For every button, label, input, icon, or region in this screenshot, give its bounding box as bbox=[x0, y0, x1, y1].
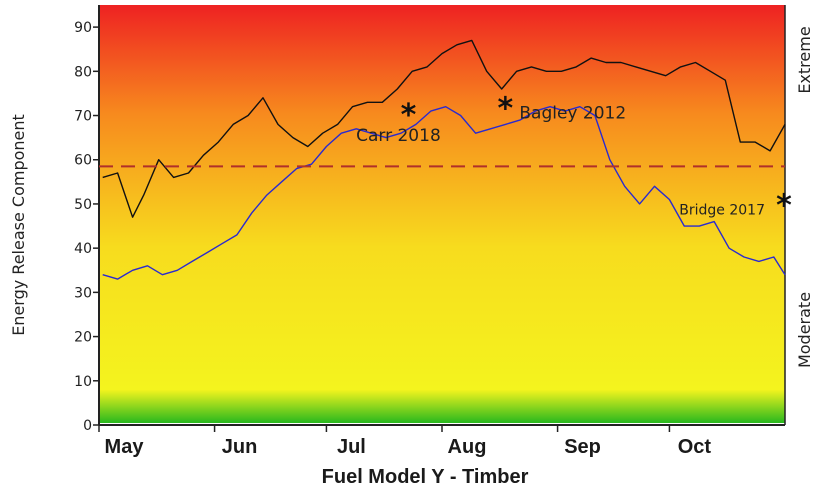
annotation-marker: * bbox=[401, 98, 417, 133]
right-label-moderate: Moderate bbox=[795, 292, 814, 368]
x-ticks: May Jun Jul Aug Sep Oct bbox=[98, 425, 712, 458]
y-tick-label: 10 bbox=[74, 374, 92, 390]
y-tick-label: 50 bbox=[74, 197, 92, 213]
series-lines bbox=[102, 39, 786, 280]
annotation-marker: * bbox=[498, 91, 514, 126]
month-label: Sep bbox=[564, 436, 601, 458]
y-tick-label: 20 bbox=[74, 330, 92, 346]
month-label: Oct bbox=[678, 436, 712, 458]
y-tick-label: 0 bbox=[83, 418, 92, 434]
series-line-1 bbox=[102, 39, 786, 218]
y-axis-title: Energy Release Component bbox=[9, 114, 28, 336]
month-label: Aug bbox=[448, 436, 487, 458]
y-tick-label: 30 bbox=[74, 285, 92, 301]
month-label: Jun bbox=[222, 436, 258, 458]
annotation-label: Bagley 2012 bbox=[519, 103, 626, 123]
annotation-marker: * bbox=[776, 189, 792, 224]
y-tick-label: 40 bbox=[74, 241, 92, 257]
month-label: Jul bbox=[337, 436, 366, 458]
series-line-2 bbox=[102, 105, 786, 280]
y-tick-label: 80 bbox=[74, 64, 92, 80]
annotations: *Carr 2018* Bagley 2012*Bridge 2017 bbox=[356, 91, 792, 223]
y-tick-label: 70 bbox=[74, 109, 92, 125]
plot-background bbox=[99, 5, 785, 423]
y-tick-label: 60 bbox=[74, 153, 92, 169]
y-ticks: 0 10 20 30 40 50 60 70 80 90 bbox=[74, 20, 99, 434]
x-axis-title: Fuel Model Y - Timber bbox=[322, 466, 529, 488]
month-label: May bbox=[105, 436, 145, 458]
right-label-extreme: Extreme bbox=[795, 26, 814, 93]
y-tick-label: 90 bbox=[74, 20, 92, 36]
annotation-label: Bridge 2017 bbox=[679, 203, 765, 219]
annotation-label: Carr 2018 bbox=[356, 126, 441, 146]
